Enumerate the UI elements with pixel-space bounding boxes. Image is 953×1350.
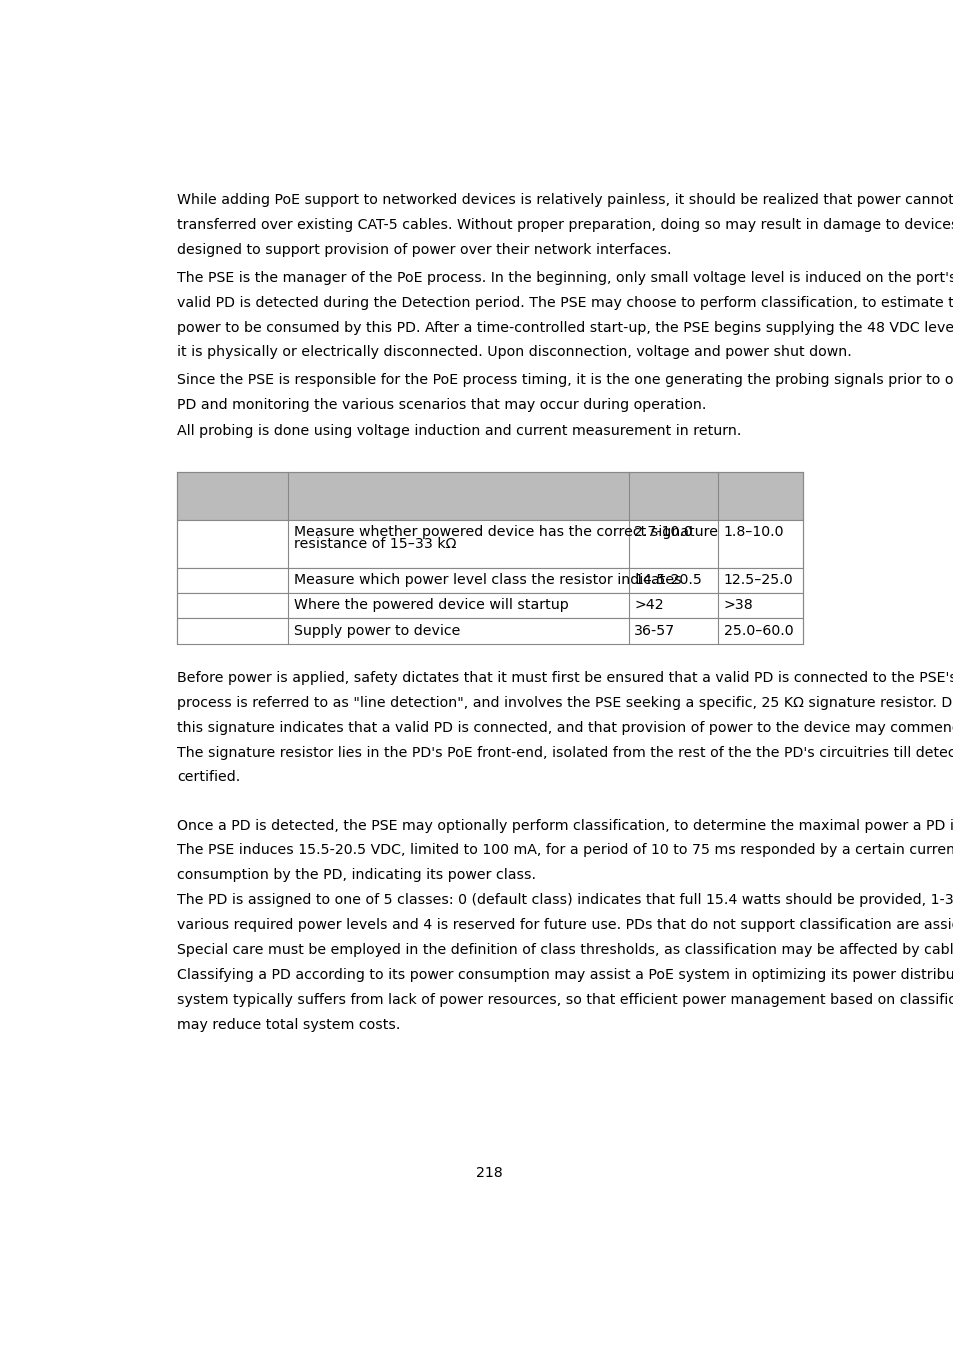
Text: resistance of 15–33 kΩ: resistance of 15–33 kΩ [294, 537, 456, 551]
Text: The PD is assigned to one of 5 classes: 0 (default class) indicates that full 15: The PD is assigned to one of 5 classes: … [177, 894, 953, 907]
Text: Once a PD is detected, the PSE may optionally perform classification, to determi: Once a PD is detected, the PSE may optio… [177, 818, 953, 833]
Text: may reduce total system costs.: may reduce total system costs. [177, 1018, 400, 1031]
Text: Special care must be employed in the definition of class thresholds, as classifi: Special care must be employed in the def… [177, 944, 953, 957]
Text: 1.8–10.0: 1.8–10.0 [723, 525, 783, 539]
Text: valid PD is detected during the Detection period. The PSE may choose to perform : valid PD is detected during the Detectio… [177, 296, 953, 309]
Text: 36-57: 36-57 [634, 624, 675, 637]
Text: 12.5–25.0: 12.5–25.0 [723, 572, 793, 587]
Text: 25.0–60.0: 25.0–60.0 [723, 624, 793, 637]
Text: process is referred to as "line detection", and involves the PSE seeking a speci: process is referred to as "line detectio… [177, 695, 953, 710]
Text: system typically suffers from lack of power resources, so that efficient power m: system typically suffers from lack of po… [177, 994, 953, 1007]
Text: designed to support provision of power over their network interfaces.: designed to support provision of power o… [177, 243, 671, 256]
Text: The signature resistor lies in the PD's PoE front-end, isolated from the rest of: The signature resistor lies in the PD's … [177, 745, 953, 760]
Text: transferred over existing CAT-5 cables. Without proper preparation, doing so may: transferred over existing CAT-5 cables. … [177, 217, 953, 232]
Text: Before power is applied, safety dictates that it must first be ensured that a va: Before power is applied, safety dictates… [177, 671, 953, 684]
Text: Where the powered device will startup: Where the powered device will startup [294, 598, 568, 613]
Text: All probing is done using voltage induction and current measurement in return.: All probing is done using voltage induct… [177, 424, 741, 439]
Text: this signature indicates that a valid PD is connected, and that provision of pow: this signature indicates that a valid PD… [177, 721, 953, 734]
Text: Measure which power level class the resistor indicates: Measure which power level class the resi… [294, 572, 680, 587]
Text: it is physically or electrically disconnected. Upon disconnection, voltage and p: it is physically or electrically disconn… [177, 346, 851, 359]
Bar [177, 618, 802, 644]
Text: Measure whether powered device has the correct signature: Measure whether powered device has the c… [294, 525, 717, 539]
Text: various required power levels and 4 is reserved for future use. PDs that do not : various required power levels and 4 is r… [177, 918, 953, 933]
Bar [177, 567, 802, 593]
Text: PD and monitoring the various scenarios that may occur during operation.: PD and monitoring the various scenarios … [177, 398, 706, 412]
Text: Supply power to device: Supply power to device [294, 624, 459, 637]
Text: >38: >38 [723, 598, 753, 613]
Text: 14.5-20.5: 14.5-20.5 [634, 572, 701, 587]
Text: 2.7-10.0: 2.7-10.0 [634, 525, 693, 539]
Text: The PSE induces 15.5-20.5 VDC, limited to 100 mA, for a period of 10 to 75 ms re: The PSE induces 15.5-20.5 VDC, limited t… [177, 844, 953, 857]
Text: 218: 218 [476, 1166, 501, 1180]
Text: Classifying a PD according to its power consumption may assist a PoE system in o: Classifying a PD according to its power … [177, 968, 953, 981]
Text: The PSE is the manager of the PoE process. In the beginning, only small voltage : The PSE is the manager of the PoE proces… [177, 270, 953, 285]
Bar [177, 472, 802, 520]
Bar [177, 593, 802, 618]
Text: consumption by the PD, indicating its power class.: consumption by the PD, indicating its po… [177, 868, 536, 883]
Bar [177, 520, 802, 567]
Text: certified.: certified. [177, 771, 240, 784]
Text: power to be consumed by this PD. After a time-controlled start-up, the PSE begin: power to be consumed by this PD. After a… [177, 320, 953, 335]
Text: Since the PSE is responsible for the PoE process timing, it is the one generatin: Since the PSE is responsible for the PoE… [177, 374, 953, 387]
Text: While adding PoE support to networked devices is relatively painless, it should : While adding PoE support to networked de… [177, 193, 953, 207]
Text: >42: >42 [634, 598, 663, 613]
